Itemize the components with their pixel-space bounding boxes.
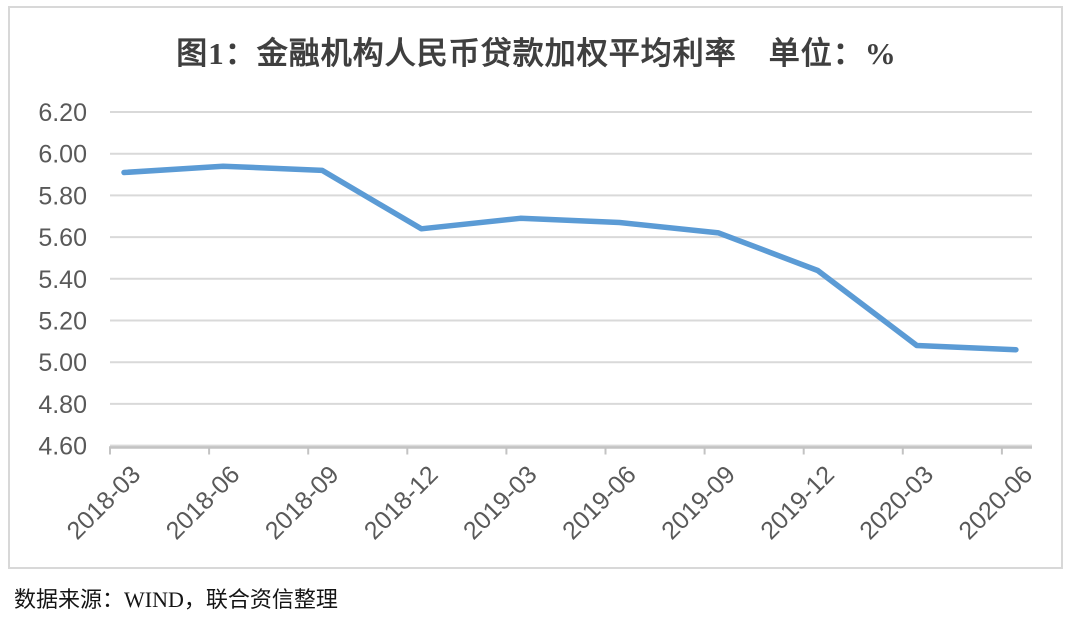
x-axis-tick-label: 2019-03 [458,460,543,545]
x-axis-tick-label: 2018-03 [62,460,147,545]
chart-title: 图1：金融机构人民币贷款加权平均利率 单位：% [176,36,897,71]
x-axis-tick-label: 2020-06 [953,460,1038,545]
x-axis-tick-label: 2019-12 [755,460,840,545]
x-axis-tick-label: 2018-09 [260,460,345,545]
y-axis-tick-label: 4.60 [38,433,87,461]
rate-line-series [121,163,1019,353]
y-axis-tick-label: 6.20 [38,99,87,127]
y-axis-tick-label: 5.80 [38,182,87,210]
x-axis-tick-label: 2019-06 [557,460,642,545]
x-axis-tick-label: 2018-12 [359,460,444,545]
y-axis-tick-label: 5.00 [38,349,87,377]
y-axis-tick-label: 5.40 [38,266,87,294]
x-axis-tick-label: 2019-09 [656,460,741,545]
data-source-note: 数据来源：WIND，联合资信整理 [14,587,338,612]
y-axis-tick-label: 6.00 [38,141,87,169]
x-axis-tick-label: 2018-06 [161,460,246,545]
y-axis-tick-label: 4.80 [38,391,87,419]
x-axis-tick-label: 2020-03 [854,460,939,545]
y-axis-tick-label: 5.20 [38,308,87,336]
chart-frame [8,6,1063,569]
y-axis-tick-label: 5.60 [38,224,87,252]
